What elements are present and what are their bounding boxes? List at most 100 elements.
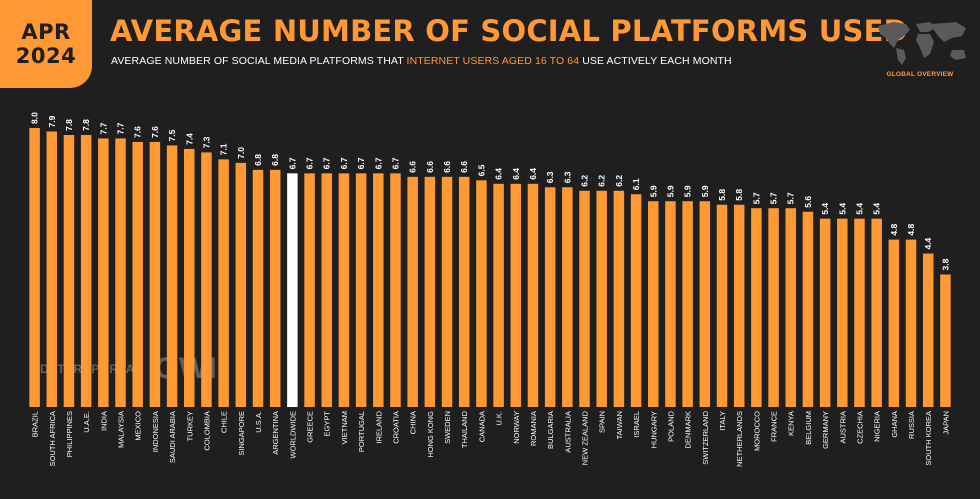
value-label: 6.6 (408, 161, 418, 173)
page-title: AVERAGE NUMBER OF SOCIAL PLATFORMS USED (110, 14, 908, 48)
value-label: 4.8 (906, 224, 916, 236)
value-label: 7.6 (150, 126, 160, 138)
category-label: MALAYSIA (117, 411, 126, 448)
bar-argentina (269, 169, 281, 407)
value-label: 6.7 (373, 157, 383, 169)
category-label: JAPAN (941, 411, 950, 435)
subtitle-pre: AVERAGE NUMBER OF SOCIAL MEDIA PLATFORMS… (111, 55, 407, 67)
value-label: 5.4 (872, 203, 882, 215)
value-label: 5.9 (665, 185, 675, 197)
bar-south-korea (922, 253, 934, 407)
category-label: NETHERLANDS (735, 411, 744, 467)
category-label: SPAIN (598, 411, 607, 433)
value-label: 6.7 (287, 157, 297, 169)
bar-turkey (184, 148, 195, 407)
category-label: EGYPT (323, 411, 332, 437)
value-label: 6.4 (494, 168, 504, 180)
value-label: 7.7 (98, 122, 108, 134)
value-label: 7.7 (116, 122, 126, 134)
category-label: ARGENTINA (271, 411, 280, 455)
category-label: SWEDEN (443, 411, 452, 444)
category-label: CHILE (220, 411, 229, 433)
subtitle-post: USE ACTIVELY EACH MONTH (579, 55, 732, 67)
bar-ghana (888, 239, 900, 407)
value-label: 6.7 (356, 157, 366, 169)
value-label: 7.5 (167, 129, 177, 141)
bar-egypt (321, 173, 332, 407)
value-label: 6.7 (322, 157, 332, 169)
category-label: TAIWAN (615, 411, 624, 439)
bar-u-s-a (252, 169, 264, 407)
bar-israel (630, 194, 642, 407)
category-label: DENMARK (684, 411, 693, 449)
category-label: SINGAPORE (237, 411, 246, 456)
category-label: SOUTH KOREA (924, 411, 933, 466)
bar-morocco (751, 208, 762, 407)
value-label: 6.3 (562, 171, 572, 183)
category-label: ISRAEL (632, 411, 641, 438)
bar-australia (562, 187, 573, 407)
value-label: 7.8 (64, 119, 74, 131)
category-label: MOROCCO (752, 411, 761, 451)
value-label: 6.8 (253, 154, 263, 166)
bar-canada (476, 180, 487, 407)
bar-chile (218, 159, 229, 407)
category-label: FRANCE (770, 411, 779, 442)
category-label: COLOMBIA (202, 411, 211, 451)
category-label: U.A.E. (82, 411, 91, 433)
category-label: PORTUGAL (357, 411, 366, 452)
category-label: U.S.A. (254, 411, 263, 433)
bar-u-k (493, 183, 504, 407)
value-label: 7.3 (201, 136, 211, 148)
category-label: GREECE (306, 411, 315, 443)
category-label: BULGARIA (546, 411, 555, 449)
bar-portugal (355, 173, 367, 407)
category-label: U.K. (495, 411, 504, 426)
bar-china (407, 176, 418, 407)
bar-denmark (682, 201, 693, 407)
value-label: 6.3 (545, 171, 555, 183)
world-map-icon (878, 22, 966, 65)
category-label: INDONESIA (151, 411, 160, 452)
bar-ireland (373, 173, 384, 407)
category-label: AUSTRALIA (563, 411, 572, 453)
category-label: THAILAND (460, 410, 469, 448)
category-label: HONG KONG (426, 411, 435, 458)
value-label: 6.4 (511, 168, 521, 180)
value-label: 6.2 (580, 175, 590, 187)
date-badge: APR 2024 (0, 0, 92, 88)
page-subtitle: AVERAGE NUMBER OF SOCIAL MEDIA PLATFORMS… (111, 55, 732, 67)
value-label: 7.4 (184, 133, 194, 145)
bar-south-africa (46, 131, 58, 408)
value-label: 6.7 (339, 157, 349, 169)
bar-germany (819, 218, 831, 407)
bar-netherlands (733, 204, 745, 407)
value-label: 4.8 (889, 224, 899, 236)
category-label: SOUTH AFRICA (48, 411, 57, 466)
category-label: ROMANIA (529, 411, 538, 446)
category-label: POLAND (666, 410, 675, 441)
bar-japan (940, 274, 951, 408)
bar-sweden (441, 176, 453, 407)
bar-czechia (854, 218, 865, 407)
value-label: 6.8 (270, 154, 280, 166)
bar-vietnam (338, 173, 350, 407)
category-label: AUSTRIA (838, 411, 847, 444)
value-label: 5.9 (700, 185, 710, 197)
value-label: 5.9 (648, 185, 658, 197)
bar-nigeria (871, 218, 882, 407)
bar-colombia (201, 152, 212, 407)
category-label: BRAZIL (31, 411, 40, 437)
category-label: CANADA (477, 411, 486, 442)
value-label: 6.6 (425, 161, 435, 173)
value-label: 6.2 (597, 175, 607, 187)
bar-taiwan (613, 190, 625, 407)
bar-switzerland (699, 201, 711, 407)
category-label: GHANA (890, 411, 899, 438)
value-label: 7.9 (47, 115, 57, 127)
category-label: CROATIA (391, 411, 400, 444)
category-label: INDIA (99, 411, 108, 431)
value-label: 6.2 (614, 175, 624, 187)
global-overview-badge: GLOBAL OVERVIEW (886, 71, 954, 78)
category-label: HUNGARY (649, 411, 658, 448)
